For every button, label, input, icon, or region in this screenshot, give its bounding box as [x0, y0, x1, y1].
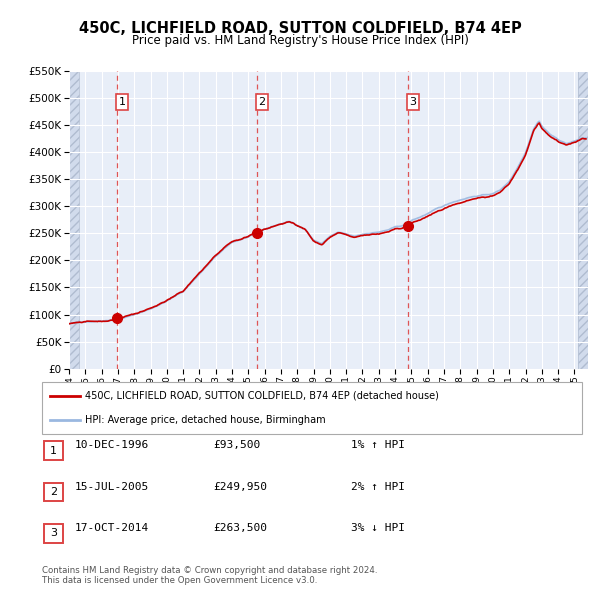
Bar — [578, 71, 594, 369]
FancyBboxPatch shape — [44, 483, 63, 501]
Text: 2% ↑ HPI: 2% ↑ HPI — [351, 482, 405, 491]
Text: 1: 1 — [118, 97, 125, 107]
FancyBboxPatch shape — [42, 382, 582, 434]
Text: 450C, LICHFIELD ROAD, SUTTON COLDFIELD, B74 4EP: 450C, LICHFIELD ROAD, SUTTON COLDFIELD, … — [79, 21, 521, 36]
Text: Contains HM Land Registry data © Crown copyright and database right 2024.
This d: Contains HM Land Registry data © Crown c… — [42, 566, 377, 585]
Bar — [69, 71, 79, 369]
Text: 1% ↑ HPI: 1% ↑ HPI — [351, 441, 405, 450]
Text: 2: 2 — [259, 97, 266, 107]
Text: HPI: Average price, detached house, Birmingham: HPI: Average price, detached house, Birm… — [85, 415, 326, 425]
Text: £263,500: £263,500 — [213, 523, 267, 533]
FancyBboxPatch shape — [44, 441, 63, 460]
Text: 17-OCT-2014: 17-OCT-2014 — [75, 523, 149, 533]
Text: 1: 1 — [50, 446, 57, 455]
Text: 15-JUL-2005: 15-JUL-2005 — [75, 482, 149, 491]
Bar — [578, 71, 594, 369]
Text: 450C, LICHFIELD ROAD, SUTTON COLDFIELD, B74 4EP (detached house): 450C, LICHFIELD ROAD, SUTTON COLDFIELD, … — [85, 391, 439, 401]
Text: 10-DEC-1996: 10-DEC-1996 — [75, 441, 149, 450]
Text: 3: 3 — [50, 529, 57, 538]
Text: £93,500: £93,500 — [213, 441, 260, 450]
Text: 2: 2 — [50, 487, 57, 497]
Text: 3: 3 — [409, 97, 416, 107]
Text: Price paid vs. HM Land Registry's House Price Index (HPI): Price paid vs. HM Land Registry's House … — [131, 34, 469, 47]
FancyBboxPatch shape — [44, 524, 63, 543]
Bar — [69, 71, 79, 369]
Text: 3% ↓ HPI: 3% ↓ HPI — [351, 523, 405, 533]
Text: £249,950: £249,950 — [213, 482, 267, 491]
